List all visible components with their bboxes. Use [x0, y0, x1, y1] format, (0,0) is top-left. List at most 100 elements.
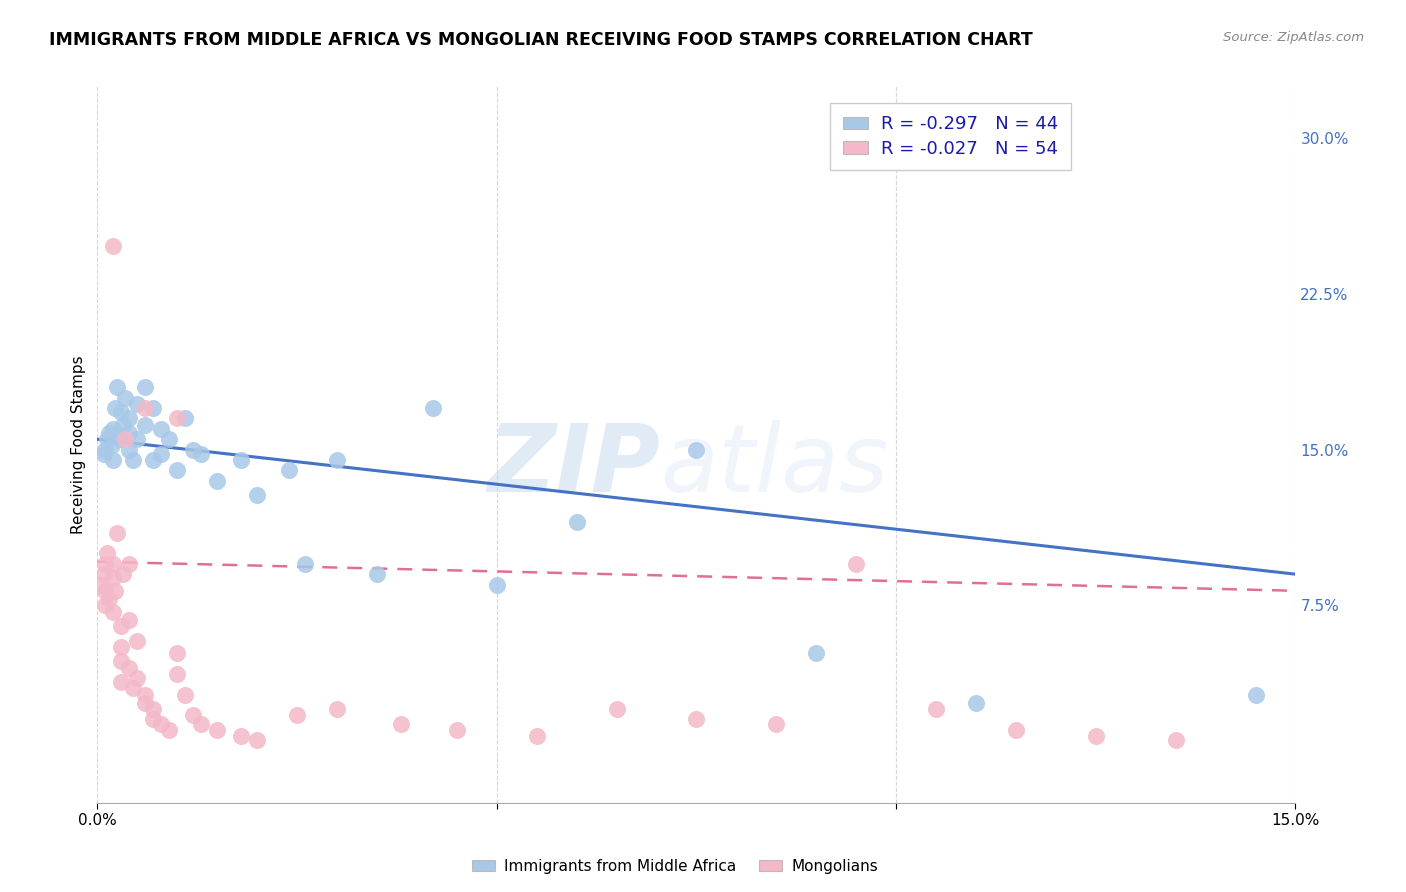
Point [134, 688, 156, 702]
Point [246, 733, 269, 747]
Point [150, 447, 173, 461]
Point [94, 583, 117, 598]
Point [246, 488, 269, 502]
Point [122, 681, 145, 696]
Point [294, 557, 316, 571]
Point [174, 411, 197, 425]
Point [96, 546, 118, 560]
Point [105, 525, 128, 540]
Point [103, 571, 125, 585]
Point [166, 666, 188, 681]
Point [190, 447, 212, 461]
Point [1244, 688, 1267, 702]
Point [93, 567, 115, 582]
Point [285, 708, 308, 723]
Text: Source: ZipAtlas.com: Source: ZipAtlas.com [1223, 31, 1364, 45]
Point [118, 557, 141, 571]
Point [326, 453, 349, 467]
Point [229, 453, 252, 467]
Text: IMMIGRANTS FROM MIDDLE AFRICA VS MONGOLIAN RECEIVING FOOD STAMPS CORRELATION CHA: IMMIGRANTS FROM MIDDLE AFRICA VS MONGOLI… [49, 31, 1033, 49]
Point [110, 654, 132, 668]
Point [157, 432, 180, 446]
Point [166, 646, 188, 660]
Point [606, 702, 628, 716]
Point [326, 702, 349, 716]
Point [806, 646, 828, 660]
Point [104, 583, 127, 598]
Point [110, 640, 132, 654]
Point [111, 567, 134, 582]
Point [142, 453, 165, 467]
Point [94, 599, 117, 613]
Point [96, 432, 118, 446]
Point [205, 723, 228, 737]
Point [103, 239, 125, 253]
Point [181, 708, 204, 723]
Point [93, 447, 115, 461]
Point [127, 432, 149, 446]
Point [142, 702, 165, 716]
Point [845, 557, 868, 571]
Point [422, 401, 444, 416]
Point [685, 713, 707, 727]
Legend: Immigrants from Middle Africa, Mongolians: Immigrants from Middle Africa, Mongolian… [465, 853, 884, 880]
Point [98, 592, 121, 607]
Point [118, 613, 141, 627]
Point [94, 442, 117, 457]
Point [278, 463, 301, 477]
Point [110, 432, 132, 446]
Text: atlas: atlas [661, 420, 889, 511]
Point [122, 453, 145, 467]
Point [166, 463, 188, 477]
Point [105, 380, 128, 394]
Point [205, 474, 228, 488]
Point [114, 432, 136, 446]
Point [134, 380, 156, 394]
Point [100, 438, 122, 452]
Point [142, 401, 165, 416]
Point [157, 723, 180, 737]
Point [118, 442, 141, 457]
Point [685, 442, 707, 457]
Point [134, 696, 156, 710]
Point [110, 675, 132, 690]
Text: ZIP: ZIP [488, 420, 661, 512]
Point [103, 453, 125, 467]
Y-axis label: Receiving Food Stamps: Receiving Food Stamps [72, 355, 86, 533]
Point [118, 425, 141, 440]
Point [765, 716, 787, 731]
Point [389, 716, 412, 731]
Point [90, 577, 112, 591]
Point [134, 417, 156, 432]
Point [925, 702, 948, 716]
Point [134, 401, 156, 416]
Point [174, 688, 197, 702]
Point [150, 422, 173, 436]
Point [1164, 733, 1187, 747]
Point [127, 633, 149, 648]
Point [1084, 729, 1107, 743]
Point [114, 391, 136, 405]
Point [111, 417, 134, 432]
Legend: R = -0.297   N = 44, R = -0.027   N = 54: R = -0.297 N = 44, R = -0.027 N = 54 [831, 103, 1071, 170]
Point [127, 397, 149, 411]
Point [142, 713, 165, 727]
Point [110, 619, 132, 633]
Point [366, 567, 388, 582]
Point [485, 577, 508, 591]
Point [965, 696, 987, 710]
Point [94, 557, 117, 571]
Point [103, 422, 125, 436]
Point [103, 557, 125, 571]
Point [127, 671, 149, 685]
Point [181, 442, 204, 457]
Point [446, 723, 468, 737]
Point [118, 411, 141, 425]
Point [190, 716, 212, 731]
Point [1005, 723, 1028, 737]
Point [166, 411, 188, 425]
Point [103, 605, 125, 619]
Point [150, 716, 173, 731]
Point [229, 729, 252, 743]
Point [565, 516, 588, 530]
